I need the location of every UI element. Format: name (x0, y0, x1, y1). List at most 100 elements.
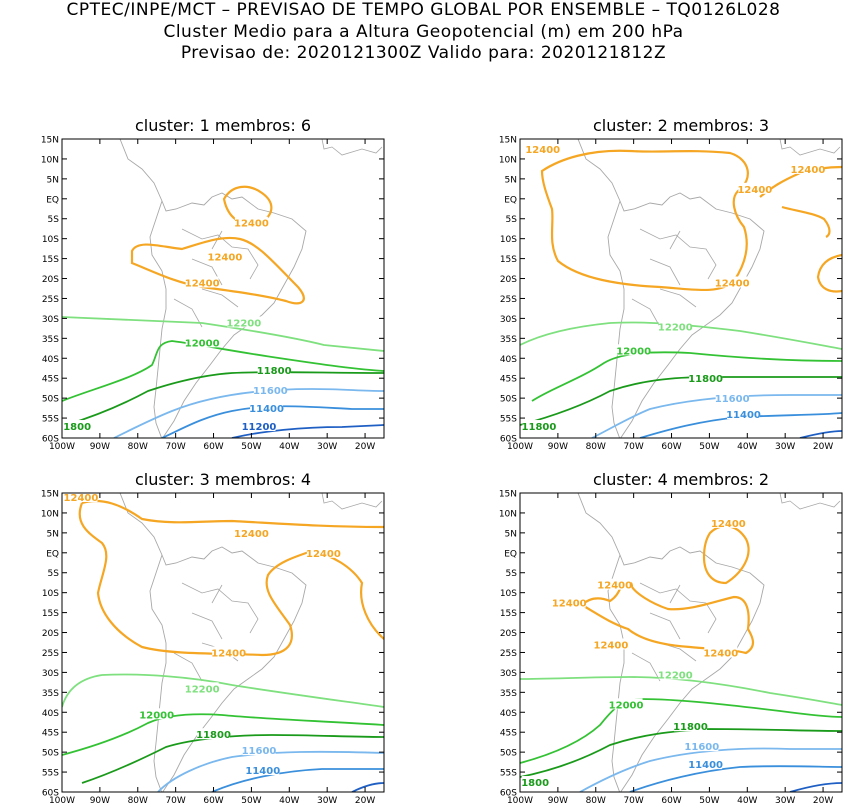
contour-line (113, 388, 384, 438)
lat-tick-label: 50S (500, 395, 517, 405)
header-line-3: Previsao de: 2020121300Z Valido para: 20… (180, 43, 667, 63)
contour-label: 11800 (688, 374, 723, 385)
contour-label: 12400 (597, 581, 632, 592)
contour-label: 12400 (737, 185, 772, 196)
lat-tick-label: 60S (42, 435, 59, 445)
contour-label: 12400 (594, 640, 629, 651)
contour-line (157, 750, 384, 792)
lat-tick-label: 15N (41, 136, 59, 146)
lat-tick-label: 20S (500, 275, 517, 285)
header-line-1: CPTEC/INPE/MCT – PREVISAO DE TEMPO GLOBA… (66, 0, 781, 20)
contour-label: 12000 (185, 338, 220, 349)
contour-line (629, 765, 842, 792)
lat-tick-label: 25S (42, 295, 59, 305)
lon-tick-label: 30W (775, 796, 795, 803)
panel-title: cluster: 3 membros: 4 (135, 470, 311, 489)
lon-tick-label: 80W (586, 796, 606, 803)
lat-tick-label: 20S (42, 629, 59, 639)
map-frame (519, 492, 843, 793)
contour-label: 12400 (234, 529, 269, 540)
lon-tick-label: 70W (165, 796, 185, 803)
contour-line (62, 673, 384, 708)
contour-line (211, 768, 384, 792)
lat-tick-label: 45S (42, 729, 59, 739)
contour-line (789, 782, 842, 792)
contour-label: 12200 (226, 318, 261, 329)
lon-tick-label: 80W (128, 442, 148, 452)
lon-tick-label: 50W (241, 442, 261, 452)
lat-tick-label: 10S (42, 235, 59, 245)
contour-label: 12400 (703, 648, 738, 659)
lat-tick-label: 15N (41, 490, 59, 500)
contour-label: 12400 (64, 493, 99, 504)
contour-line (520, 376, 842, 426)
panel-title: cluster: 4 membros: 2 (593, 470, 769, 489)
contour-label: 11800 (522, 422, 557, 433)
lon-tick-label: 40W (737, 442, 757, 452)
contour-label: 12400 (525, 145, 560, 156)
lat-tick-label: 10N (499, 509, 517, 519)
contour-label: 11600 (715, 394, 750, 405)
map-panel-4: cluster: 4 membros: 2 12400 12400 12400 1240… (499, 470, 843, 803)
lat-tick-label: 35S (42, 689, 59, 699)
lon-tick-label: 100W (49, 796, 75, 803)
map-frame (61, 492, 385, 793)
lat-tick-label: 55S (500, 415, 517, 425)
contour-label: 11400 (688, 760, 723, 771)
lat-tick-label: 15S (42, 255, 59, 265)
panel-title: cluster: 1 membros: 6 (135, 116, 311, 135)
contour-label: 11400 (245, 766, 280, 777)
lat-tick-label: 10S (500, 235, 517, 245)
contour-line (591, 394, 842, 438)
lat-tick-label: 35S (42, 335, 59, 345)
lon-tick-label: 60W (661, 796, 681, 803)
contour-label: 12200 (658, 322, 693, 333)
lon-tick-label: 50W (699, 442, 719, 452)
lat-tick-label: 25S (500, 295, 517, 305)
lat-tick-label: 55S (500, 769, 517, 779)
contour-line (78, 502, 384, 657)
lat-tick-label: 15S (500, 255, 517, 265)
lat-tick-label: 20S (42, 275, 59, 285)
coastline (119, 139, 383, 438)
lat-tick-label: 5N (47, 175, 59, 185)
contour-label: 12400 (715, 279, 750, 290)
lat-tick-label: 45S (500, 375, 517, 385)
lat-tick-label: 35S (500, 689, 517, 699)
contour-line (799, 430, 842, 438)
lon-tick-label: 80W (586, 442, 606, 452)
contour-label: 11600 (684, 742, 719, 753)
map-frame (61, 138, 385, 439)
lat-tick-label: EQ (46, 549, 59, 559)
lat-tick-label: 30S (42, 315, 59, 325)
lat-tick-label: 5S (506, 569, 518, 579)
lat-tick-label: 10N (41, 155, 59, 165)
lat-tick-label: 45S (42, 375, 59, 385)
contour-line (816, 253, 842, 293)
contour-line (702, 525, 750, 585)
lon-tick-label: 20W (355, 796, 375, 803)
lon-tick-label: 40W (279, 796, 299, 803)
lon-tick-label: 90W (90, 796, 110, 803)
lat-tick-label: 5N (47, 529, 59, 539)
lon-tick-label: 20W (813, 442, 833, 452)
lat-tick-label: 10N (41, 509, 59, 519)
lon-tick-label: 60W (203, 796, 223, 803)
lat-tick-label: 45S (500, 729, 517, 739)
lon-tick-label: 100W (507, 442, 533, 452)
lat-tick-label: 60S (500, 789, 517, 799)
contour-line (65, 371, 384, 426)
contour-line (351, 782, 384, 792)
contour-line (531, 351, 842, 402)
contour-line (580, 580, 755, 655)
contour-label: 12400 (234, 219, 269, 230)
contour-label: 11800 (196, 730, 231, 741)
contour-line (81, 499, 384, 529)
lat-tick-label: 5S (506, 215, 518, 225)
lat-tick-label: EQ (46, 195, 59, 205)
map-frame (519, 138, 843, 439)
lon-tick-label: 40W (279, 442, 299, 452)
lon-tick-label: 90W (90, 442, 110, 452)
lat-tick-label: 50S (42, 749, 59, 759)
